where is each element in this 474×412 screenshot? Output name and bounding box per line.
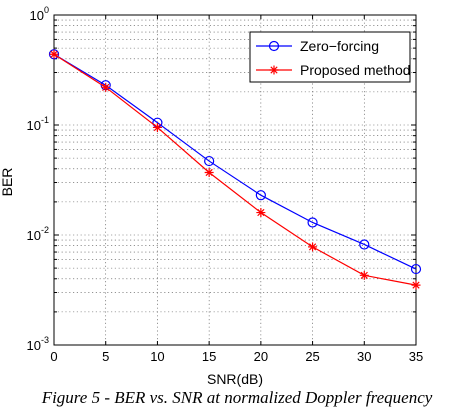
x-tick-label: 25 <box>305 349 319 364</box>
y-tick-label-exponent: 0 <box>44 5 49 15</box>
legend-box <box>249 31 411 83</box>
x-axis-label: SNR(dB) <box>207 371 263 387</box>
legend-label-zero-forcing: Zero−forcing <box>300 38 379 54</box>
legend-marker-zero-forcing <box>268 40 280 52</box>
figure-caption: Figure 5 - BER vs. SNR at normalized Dop… <box>41 388 433 407</box>
y-tick-label-base: 10 <box>27 338 41 353</box>
series-line-zero-forcing <box>53 53 417 270</box>
x-tick-label: 35 <box>409 349 423 364</box>
y-tick-label-base: 10 <box>30 8 44 23</box>
series-layer <box>48 49 422 290</box>
data-point-proposed-method <box>49 49 59 59</box>
data-point-zero-forcing <box>307 217 318 228</box>
y-tick-label-base: 10 <box>27 228 41 243</box>
data-point-zero-forcing <box>204 155 215 167</box>
legend: Zero−forcing Proposed method <box>249 31 411 83</box>
y-tick-label-exponent: -3 <box>41 335 49 345</box>
data-point-zero-forcing <box>359 239 370 250</box>
plot-frame <box>53 14 417 346</box>
data-point-proposed-method <box>308 242 318 252</box>
y-tick-label: 10-3 <box>27 335 49 353</box>
series-line-proposed-method <box>53 53 417 286</box>
x-tick-label: 5 <box>102 349 109 364</box>
data-point-proposed-method <box>101 82 111 92</box>
y-tick-label-exponent: -1 <box>41 115 49 125</box>
y-tick-label-exponent: -2 <box>41 225 49 235</box>
data-point-zero-forcing <box>410 263 422 275</box>
x-tick-label: 0 <box>50 349 57 364</box>
y-tick-label: 10-2 <box>27 225 49 243</box>
legend-label-proposed-method: Proposed method <box>300 62 411 78</box>
data-point-proposed-method <box>411 280 421 290</box>
data-point-proposed-method <box>204 167 214 177</box>
data-point-proposed-method <box>256 208 266 218</box>
legend-marker-proposed-method <box>269 65 279 75</box>
data-point-proposed-method <box>359 270 369 280</box>
x-tick-label: 15 <box>202 349 216 364</box>
y-tick-label: 100 <box>30 5 49 23</box>
x-tick-label: 20 <box>254 349 268 364</box>
y-tick-label: 10-1 <box>27 115 49 133</box>
data-point-proposed-method <box>152 122 162 132</box>
x-tick-label: 10 <box>150 349 164 364</box>
y-axis-label: BER <box>0 168 15 197</box>
x-tick-label: 30 <box>357 349 371 364</box>
y-tick-label-base: 10 <box>27 118 41 133</box>
data-point-zero-forcing <box>255 190 266 201</box>
